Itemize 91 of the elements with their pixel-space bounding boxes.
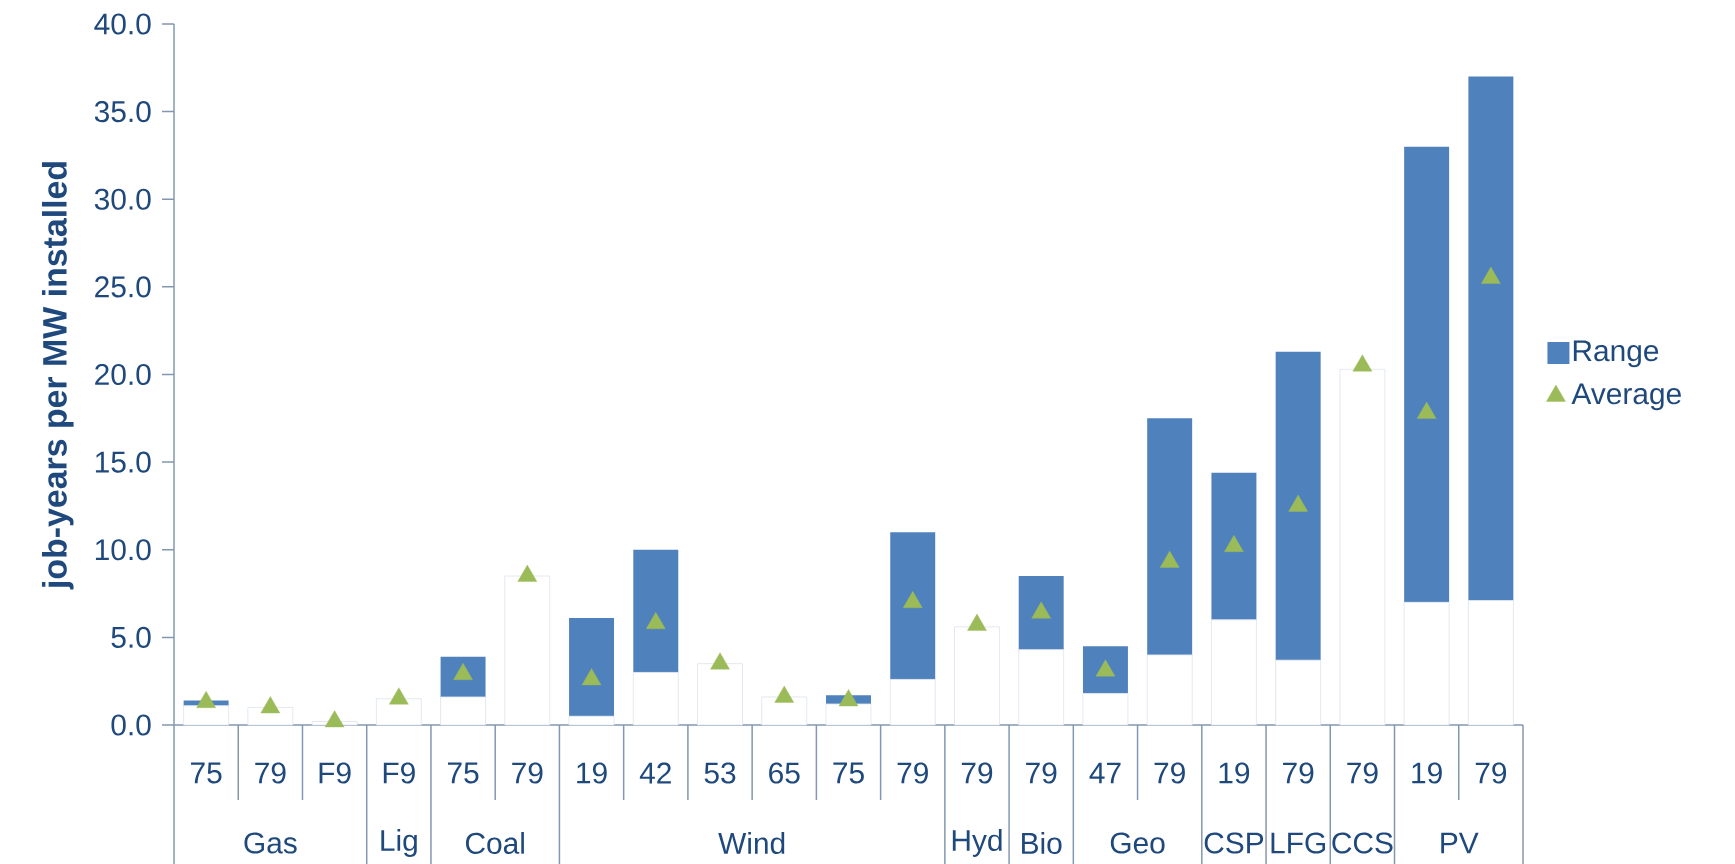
point — [260, 696, 281, 714]
x-tick-label: 19 — [577, 762, 607, 784]
bar — [1082, 646, 1128, 694]
bar — [1082, 693, 1129, 726]
bar — [889, 679, 936, 726]
point — [903, 591, 923, 609]
x-tick-label: 79 — [1347, 762, 1378, 784]
y-tick-label: 5.0 — [111, 626, 151, 648]
x-tick-label: 79 — [512, 762, 543, 784]
text: PV — [1441, 832, 1479, 854]
x-tick-label: 79 — [1026, 762, 1057, 784]
x-tick-label: 79 — [1475, 762, 1507, 784]
text: LFG — [1271, 832, 1325, 854]
text: Wind — [718, 832, 785, 854]
x-tick-label: F9 — [319, 762, 351, 784]
x-tick-label: F9 — [383, 762, 415, 784]
bar — [1468, 76, 1514, 601]
bar — [1275, 351, 1321, 661]
x-tick-label: 42 — [639, 762, 671, 784]
bar — [1018, 649, 1065, 726]
y-axis-title: job-years per MW installed — [41, 162, 74, 590]
text: Coal — [465, 832, 524, 854]
bar — [183, 705, 229, 726]
bar — [569, 618, 615, 717]
x-tick-label: 79 — [255, 762, 286, 784]
bar — [1146, 654, 1193, 726]
point — [581, 668, 602, 686]
bar — [1211, 472, 1257, 620]
bar — [761, 696, 808, 726]
bar — [568, 715, 615, 726]
point — [1288, 494, 1308, 512]
text: Gas — [244, 832, 297, 854]
point — [1481, 266, 1501, 284]
point — [1416, 401, 1437, 419]
y-tick-label: 25.0 — [95, 276, 151, 298]
text: Lig — [381, 829, 417, 857]
point — [838, 689, 859, 707]
x-tick-label: 19 — [1219, 762, 1250, 784]
bar — [632, 672, 679, 726]
point — [646, 612, 666, 630]
bar — [1467, 600, 1514, 726]
bar — [1147, 418, 1193, 655]
point — [196, 691, 216, 708]
text: Bio — [1022, 832, 1062, 854]
point — [1352, 354, 1373, 372]
y-tick-label: 40.0 — [94, 13, 151, 35]
bar — [1018, 576, 1064, 650]
x-tick-label: 75 — [447, 762, 479, 784]
point — [517, 564, 538, 582]
y-tick-label: 20.0 — [95, 363, 151, 386]
point — [710, 652, 730, 670]
bar — [1211, 619, 1257, 726]
y-tick-label: 35.0 — [94, 101, 151, 123]
bar — [504, 575, 551, 726]
y-tick-label: 15.0 — [95, 451, 151, 473]
x-tick-label: 53 — [704, 762, 736, 784]
point — [324, 710, 345, 728]
bar — [1403, 601, 1450, 726]
point — [774, 685, 794, 703]
bar — [825, 703, 872, 726]
y-tick-label: 30.0 — [94, 188, 151, 210]
point — [1224, 535, 1244, 552]
x-tick-label: 79 — [1154, 762, 1185, 784]
text: CSP — [1204, 832, 1264, 854]
x-tick-label: 19 — [1412, 762, 1442, 784]
text: CCS — [1332, 832, 1393, 854]
bar — [1404, 146, 1450, 603]
bar — [633, 549, 679, 673]
y-tick-label: 10.0 — [95, 539, 151, 561]
legend-label: Average — [1571, 383, 1681, 411]
bar — [1275, 659, 1322, 726]
point — [967, 613, 987, 631]
bar — [954, 626, 1000, 726]
bar — [697, 663, 743, 726]
x-tick-label: 79 — [897, 762, 928, 784]
x-tick-label: 47 — [1089, 762, 1121, 784]
legend-label: Range — [1573, 340, 1659, 368]
x-tick-label: 79 — [1283, 762, 1314, 784]
x-tick-label: 75 — [833, 762, 864, 784]
x-tick-label: 79 — [961, 762, 993, 784]
y-tick-label: 0.0 — [111, 714, 151, 736]
bar — [375, 698, 422, 726]
bar — [440, 696, 486, 726]
text: Geo — [1110, 832, 1165, 854]
text: Hyd — [952, 829, 1002, 857]
bar — [1339, 368, 1386, 726]
x-tick-label: 65 — [769, 762, 800, 784]
x-tick-label: 75 — [191, 762, 222, 784]
point — [1159, 550, 1180, 568]
point — [389, 687, 409, 705]
bar — [890, 532, 936, 680]
